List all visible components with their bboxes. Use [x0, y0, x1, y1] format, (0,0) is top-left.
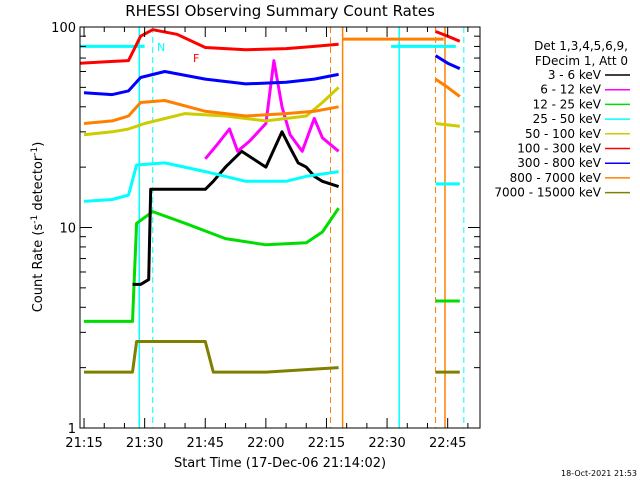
legend-label-100-300-kev: 100 - 300 keV — [517, 142, 601, 156]
plot-frame — [79, 26, 481, 429]
x-tick-label-21-45: 21:45 — [187, 436, 224, 451]
legend-label-25-50-kev: 25 - 50 keV — [533, 112, 602, 126]
axis-layer: 21:15 21:30 21:45 22:00 22:15 22:30 22:45 1 10 10… — [51, 21, 480, 451]
series-300-800-kev-segment-0 — [83, 70, 339, 97]
x-tick-label-22-15: 22:15 — [308, 436, 345, 451]
legend-label-800-7000-kev: 800 - 7000 keV — [510, 171, 602, 185]
series-6-12-kev-segment-0 — [204, 59, 340, 160]
legend-label-7000-15000-kev: 7000 - 15000 keV — [494, 186, 601, 200]
legend-header-line2: FDecim 1, Att 0 — [535, 54, 628, 68]
ylabel-end: ) — [31, 142, 46, 147]
x-tick-label-21-30: 21:30 — [126, 436, 163, 451]
ylabel-mid: detector — [31, 155, 46, 215]
x-tick-label-22-45: 22:45 — [429, 436, 466, 451]
series-100-300-kev-segment-0 — [79, 28, 339, 65]
legend-label-6-12-kev: 6 - 12 keV — [540, 83, 602, 97]
series-300-800-kev-segment-1 — [434, 54, 461, 70]
y-tick-label-10: 10 — [59, 222, 76, 237]
ylabel-exp1: -1 — [30, 215, 40, 224]
footer-date: 18-Oct-2021 21:53 — [561, 469, 637, 478]
y-tick-label-100: 100 — [51, 21, 76, 36]
series-3-6-kev-segment-0 — [132, 130, 340, 286]
series-50-100-kev-segment-0 — [83, 86, 340, 137]
annotation-n: N — [157, 41, 165, 54]
legend-label-3-6-kev: 3 - 6 keV — [548, 68, 602, 82]
series-12-25-kev-segment-0 — [84, 207, 340, 323]
x-tick-label-22-30: 22:30 — [368, 436, 405, 451]
ylabel-exp2: -1 — [30, 147, 40, 156]
legend-label-300-800-kev: 300 - 800 keV — [517, 156, 601, 170]
x-tick-label-22-00: 22:00 — [247, 436, 284, 451]
series-50-100-kev-segment-1 — [435, 122, 460, 128]
series-800-7000-kev-segment-0 — [83, 99, 339, 125]
series-layer — [79, 27, 465, 428]
legend: Det 1,3,4,5,6,9, FDecim 1, Att 0 3 - 6 k… — [494, 39, 630, 200]
series-7000-15000-kev-segment-0 — [84, 340, 339, 374]
legend-label-50-100-kev: 50 - 100 keV — [525, 127, 602, 141]
y-axis-label: Count Rate (s-1 detector-1) — [30, 142, 46, 313]
legend-label-12-25-kev: 12 - 25 keV — [533, 97, 602, 111]
y-tick-label-1: 1 — [68, 422, 76, 437]
x-tick-label-21-15: 21:15 — [65, 436, 102, 451]
series-25-50-kev-segment-0 — [83, 161, 339, 203]
series-800-7000-kev-segment-2 — [434, 77, 461, 98]
ylabel-main: Count Rate (s — [31, 224, 46, 313]
chart-title: RHESSI Observing Summary Count Rates — [125, 2, 435, 20]
x-axis-label: Start Time (17-Dec-06 21:14:02) — [174, 456, 386, 471]
legend-header-line1: Det 1,3,4,5,6,9, — [534, 39, 628, 53]
annotation-f: F — [193, 52, 199, 65]
